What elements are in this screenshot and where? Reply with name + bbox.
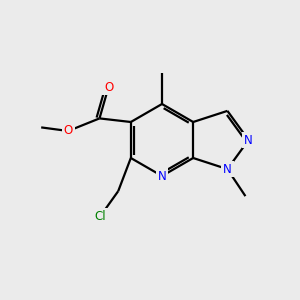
- Text: N: N: [158, 169, 166, 182]
- Text: N: N: [244, 134, 253, 146]
- Text: O: O: [64, 124, 73, 137]
- Text: O: O: [104, 81, 113, 94]
- Text: Cl: Cl: [94, 210, 106, 223]
- Text: N: N: [223, 163, 232, 176]
